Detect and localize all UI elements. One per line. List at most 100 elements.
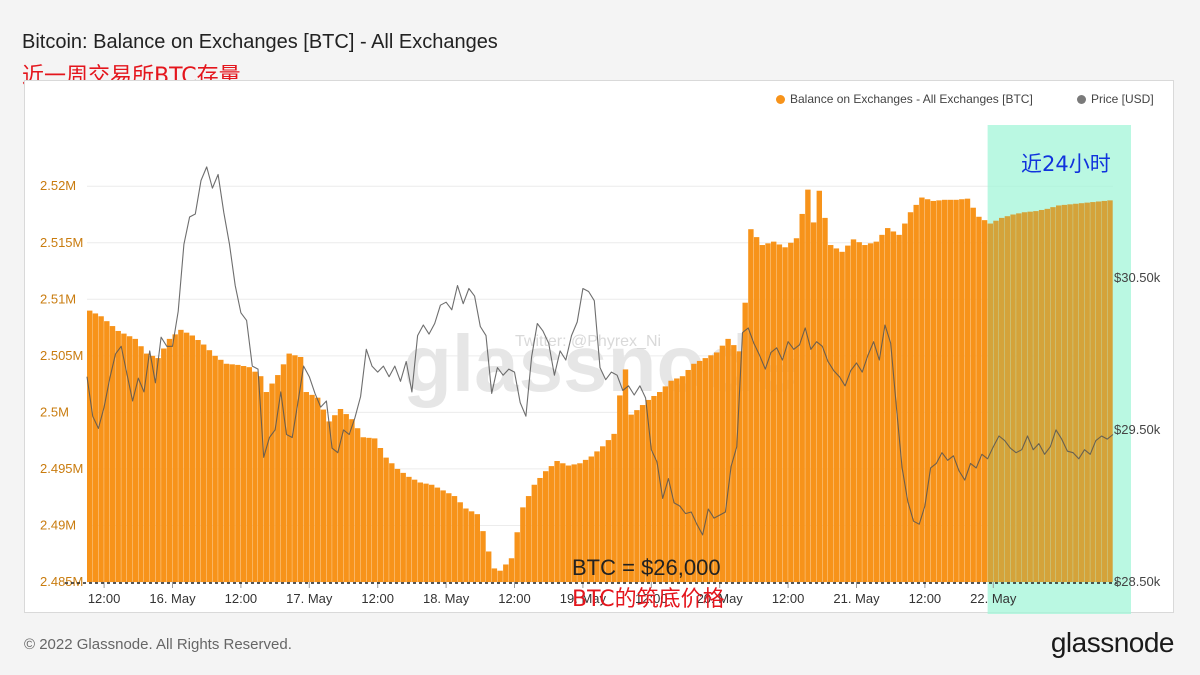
balance-bar bbox=[696, 360, 703, 582]
chart-title: Bitcoin: Balance on Exchanges [BTC] - Al… bbox=[22, 31, 498, 53]
price-floor-label: BTC = $26,000 bbox=[572, 555, 721, 580]
balance-bar bbox=[121, 333, 127, 582]
balance-bar bbox=[1033, 211, 1039, 582]
balance-bar bbox=[486, 551, 492, 582]
balance-bar bbox=[645, 399, 651, 582]
balance-bar bbox=[269, 383, 275, 582]
left-axis: 2.485M 2.49M 2.495M 2.5M 2.505M 2.51M 2.515M 2.… bbox=[40, 178, 83, 589]
balance-bar bbox=[600, 446, 606, 582]
balance-bar bbox=[1050, 207, 1056, 582]
balance-bar bbox=[810, 222, 817, 582]
balance-bar bbox=[805, 189, 811, 582]
x-axis-tick-label: 20. May bbox=[697, 591, 744, 606]
balance-bar bbox=[942, 199, 948, 583]
balance-bar bbox=[1095, 201, 1102, 582]
left-axis-tick-label: 2.49M bbox=[40, 517, 76, 532]
balance-bar bbox=[212, 355, 218, 582]
balance-bar bbox=[1016, 213, 1022, 582]
balance-bar bbox=[679, 376, 686, 582]
balance-bar bbox=[497, 570, 503, 582]
balance-bar bbox=[867, 243, 874, 583]
balance-bar bbox=[520, 507, 526, 582]
balance-bar bbox=[178, 329, 184, 582]
balance-bar bbox=[411, 479, 418, 582]
balance-bar bbox=[240, 366, 247, 582]
balance-bar bbox=[104, 321, 110, 582]
x-axis-tick-label: 12:00 bbox=[772, 591, 805, 606]
balance-bar bbox=[885, 228, 891, 583]
balance-bar bbox=[1027, 211, 1033, 582]
balance-bar bbox=[822, 217, 828, 582]
balance-bar bbox=[839, 251, 845, 583]
balance-bar bbox=[691, 363, 697, 582]
balance-bar bbox=[229, 364, 235, 582]
balance-bar bbox=[1056, 205, 1062, 582]
balance-bar bbox=[280, 364, 287, 582]
balance-bar bbox=[1078, 203, 1085, 582]
balance-bar bbox=[651, 395, 657, 582]
balance-bar bbox=[742, 302, 748, 582]
balance-series bbox=[87, 189, 1113, 583]
left-axis-tick-label: 2.5M bbox=[40, 404, 69, 419]
balance-bar bbox=[457, 502, 463, 582]
balance-bar bbox=[793, 238, 800, 582]
balance-bar bbox=[1101, 200, 1107, 582]
balance-bar bbox=[1004, 216, 1011, 582]
balance-bar bbox=[788, 242, 794, 582]
balance-bar bbox=[639, 405, 646, 582]
x-axis-tick-label: 19. May bbox=[560, 591, 607, 606]
balance-bar bbox=[1090, 202, 1096, 583]
balance-bar bbox=[246, 367, 252, 582]
balance-bar bbox=[537, 477, 543, 582]
balance-bar bbox=[959, 199, 965, 582]
balance-bar bbox=[92, 313, 99, 582]
balance-bar bbox=[383, 457, 389, 582]
last-24h-label: 近24小时 bbox=[1021, 152, 1111, 176]
balance-bar bbox=[275, 375, 281, 582]
balance-bar bbox=[195, 340, 201, 582]
balance-bar bbox=[144, 353, 150, 582]
balance-bar bbox=[332, 415, 338, 582]
legend-price[interactable]: Price [USD] bbox=[1077, 92, 1154, 106]
balance-bar bbox=[850, 239, 857, 582]
balance-bar bbox=[326, 421, 332, 582]
balance-bar bbox=[223, 363, 230, 582]
balance-bar bbox=[907, 212, 914, 582]
left-axis-tick-label: 2.51M bbox=[40, 291, 76, 306]
balance-bar bbox=[189, 335, 195, 582]
balance-bar bbox=[776, 244, 783, 582]
balance-bar bbox=[315, 397, 321, 582]
footer-logo: glassnode bbox=[1050, 627, 1175, 658]
balance-bar bbox=[759, 245, 765, 582]
balance-bar bbox=[417, 482, 423, 582]
balance-bar bbox=[503, 564, 509, 582]
balance-bar bbox=[1044, 208, 1050, 582]
right-axis: $28.50k $29.50k $30.50k bbox=[1114, 270, 1161, 589]
balance-bar bbox=[1084, 202, 1090, 582]
x-axis-tick-label: 12:00 bbox=[498, 591, 531, 606]
balance-bar bbox=[1067, 204, 1073, 583]
x-axis-tick-label: 12:00 bbox=[361, 591, 394, 606]
balance-bar bbox=[161, 348, 167, 582]
chart-svg: glassnode Twitter: @Phyrex_Ni 2.485M2.49… bbox=[40, 125, 1161, 614]
right-axis-tick-label: $30.50k bbox=[1114, 270, 1161, 285]
balance-bar bbox=[725, 338, 731, 582]
balance-bar bbox=[736, 351, 743, 582]
balance-bar bbox=[109, 326, 116, 582]
balance-bar bbox=[349, 419, 355, 582]
balance-bar bbox=[372, 438, 378, 582]
balance-bar bbox=[594, 451, 600, 582]
legend-balance[interactable]: Balance on Exchanges - All Exchanges [BT… bbox=[776, 92, 1033, 106]
balance-bar bbox=[183, 332, 190, 582]
balance-bar bbox=[406, 476, 412, 582]
balance-bar bbox=[1038, 209, 1045, 582]
balance-bar bbox=[993, 220, 999, 582]
balance-bar bbox=[833, 248, 840, 582]
balance-bar bbox=[366, 437, 372, 582]
balance-bar bbox=[155, 358, 161, 582]
balance-bar bbox=[514, 532, 520, 582]
balance-bar bbox=[617, 395, 623, 582]
x-axis: 12:00 16. May 12:00 17. May 12:00 18. May 12:0… bbox=[88, 582, 1017, 606]
balance-bar bbox=[816, 190, 822, 582]
balance-bar bbox=[525, 496, 532, 582]
